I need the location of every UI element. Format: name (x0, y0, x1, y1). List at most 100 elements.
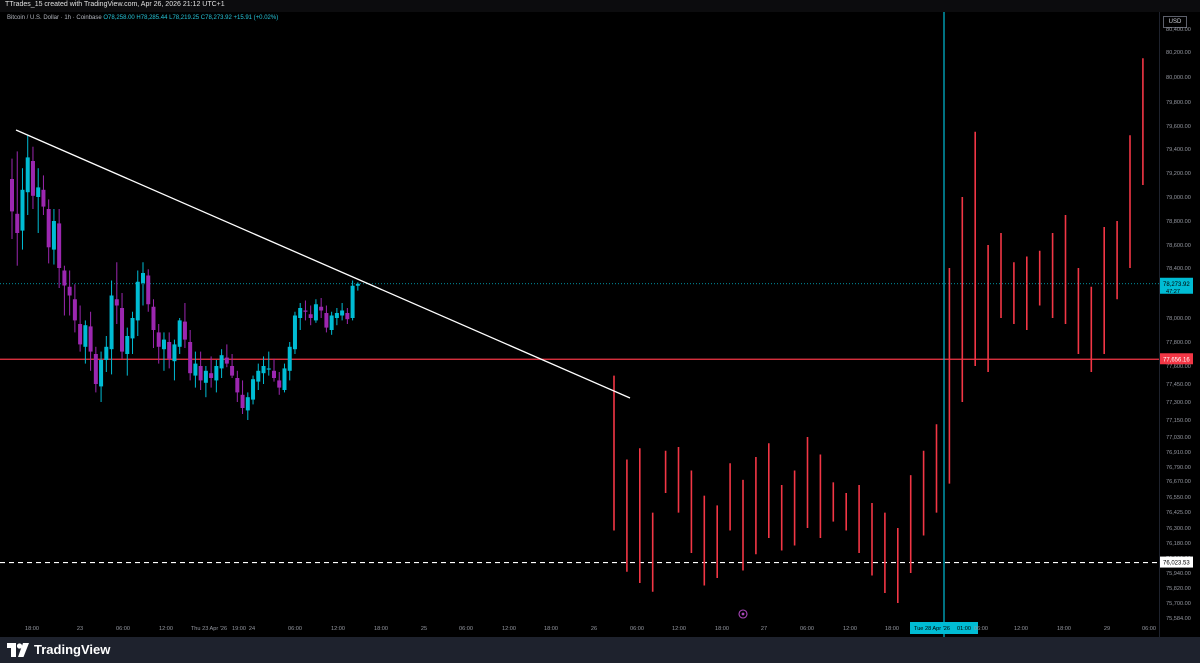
candle-body (272, 370, 276, 378)
price-tick-label: 75,584.00 (1166, 616, 1191, 622)
symbol-legend[interactable]: Bitcoin / U.S. Dollar · 1h · Coinbase O7… (7, 15, 278, 21)
candle-body (355, 283, 360, 286)
time-tick-label: 18:00 (1057, 626, 1071, 632)
candle-body (292, 315, 297, 350)
candle-body (93, 354, 98, 384)
symbol-name[interactable]: Bitcoin / U.S. Dollar · 1h · Coinbase (7, 15, 102, 21)
price-chart[interactable]: 80,400.00 80,200.00 80,000.00 79,800.00 79,6… (0, 12, 1200, 637)
candle-body (25, 157, 30, 193)
candle-body (350, 285, 355, 318)
tradingview-brand: TradingView (34, 642, 111, 657)
candle (224, 344, 229, 368)
candle-body (224, 357, 229, 364)
candle (350, 280, 355, 321)
footer-bar: TradingView (0, 637, 1200, 663)
candle-body (78, 324, 83, 345)
price-tick-label: 76,550.00 (1166, 495, 1191, 501)
level-price-badge-bg (1160, 353, 1193, 365)
price-tick-label: 79,400.00 (1166, 147, 1191, 153)
candle-body (99, 360, 104, 387)
candle-body (36, 187, 41, 197)
candle-body (51, 221, 56, 250)
candle-body (340, 310, 345, 316)
time-tick-label: 19:00 (232, 626, 246, 632)
time-tick-label: 12:00 (502, 626, 516, 632)
candle (99, 351, 104, 402)
candle (57, 209, 62, 288)
candle-body (329, 315, 334, 330)
candle-body (10, 179, 14, 212)
candle (334, 308, 339, 326)
candle (83, 320, 88, 364)
dashed-level-badge-bg (1160, 556, 1193, 568)
candle-body (135, 281, 140, 321)
candle-body (125, 336, 130, 354)
candle-body (172, 344, 177, 362)
candle (261, 356, 266, 384)
candle (151, 299, 156, 348)
ohlc-values: O78,258.00 H78,285.44 L78,219.25 C78,273… (103, 15, 279, 21)
price-tick-label: 77,450.00 (1166, 382, 1191, 388)
candle (219, 349, 224, 378)
candle (245, 392, 250, 420)
candle (120, 293, 125, 359)
candle (340, 303, 345, 321)
candle (308, 305, 313, 326)
candle-body (109, 295, 114, 350)
candle (135, 270, 140, 336)
candle (355, 282, 360, 291)
time-tick-label: 27 (761, 626, 767, 632)
candle-body (57, 223, 62, 268)
price-tick-label: 76,300.00 (1166, 526, 1191, 532)
candle-body (214, 366, 219, 381)
price-tick-label: 76,670.00 (1166, 479, 1191, 485)
price-tick-label: 78,600.00 (1166, 243, 1191, 249)
candle (78, 305, 83, 352)
time-tick-label: 25 (421, 626, 427, 632)
candle (188, 330, 193, 381)
price-tick-label: 78,800.00 (1166, 219, 1191, 225)
creator-credit: TTrades_15 created with TradingView.com,… (5, 1, 225, 8)
time-tick-label: 01:00 (957, 626, 971, 632)
candle-body (230, 366, 235, 376)
candle (172, 339, 177, 381)
candle (256, 363, 261, 390)
tradingview-logo-icon (7, 643, 29, 657)
price-tick-label: 80,200.00 (1166, 50, 1191, 56)
candle-body (261, 366, 266, 374)
candle-body (251, 379, 256, 400)
candle-body (209, 373, 214, 378)
candle (156, 324, 161, 364)
candle (324, 305, 329, 333)
candle-body (88, 326, 93, 352)
candle-body (324, 313, 329, 328)
event-marker-icon[interactable] (738, 609, 748, 619)
price-tick-label: 75,700.00 (1166, 601, 1191, 607)
candle-body (219, 355, 224, 369)
price-tick-label: 75,940.00 (1166, 571, 1191, 577)
candle (329, 311, 334, 335)
candle (62, 265, 67, 316)
candle-body (161, 339, 166, 350)
candle (25, 135, 30, 215)
candle (209, 356, 214, 388)
candle (46, 199, 51, 264)
candle (167, 332, 172, 369)
time-tick-label: 06:00 (1142, 626, 1156, 632)
candle (93, 346, 98, 393)
price-axis[interactable] (1159, 12, 1200, 637)
price-tick-label: 77,800.00 (1166, 340, 1191, 346)
time-tick-label: Tue 28 Apr '26 (914, 626, 950, 632)
candle-body (182, 321, 187, 340)
price-tick-label: 79,200.00 (1166, 171, 1191, 177)
candle-body (313, 304, 318, 321)
candle-body (256, 370, 261, 382)
candle (193, 351, 198, 388)
price-tick-label: 80,400.00 (1166, 27, 1191, 33)
candle (198, 351, 203, 390)
candle (15, 151, 20, 266)
time-tick-label: 12:00 (672, 626, 686, 632)
candle-body (114, 299, 119, 306)
candle (114, 262, 119, 324)
currency-selector[interactable]: USD (1163, 16, 1187, 28)
